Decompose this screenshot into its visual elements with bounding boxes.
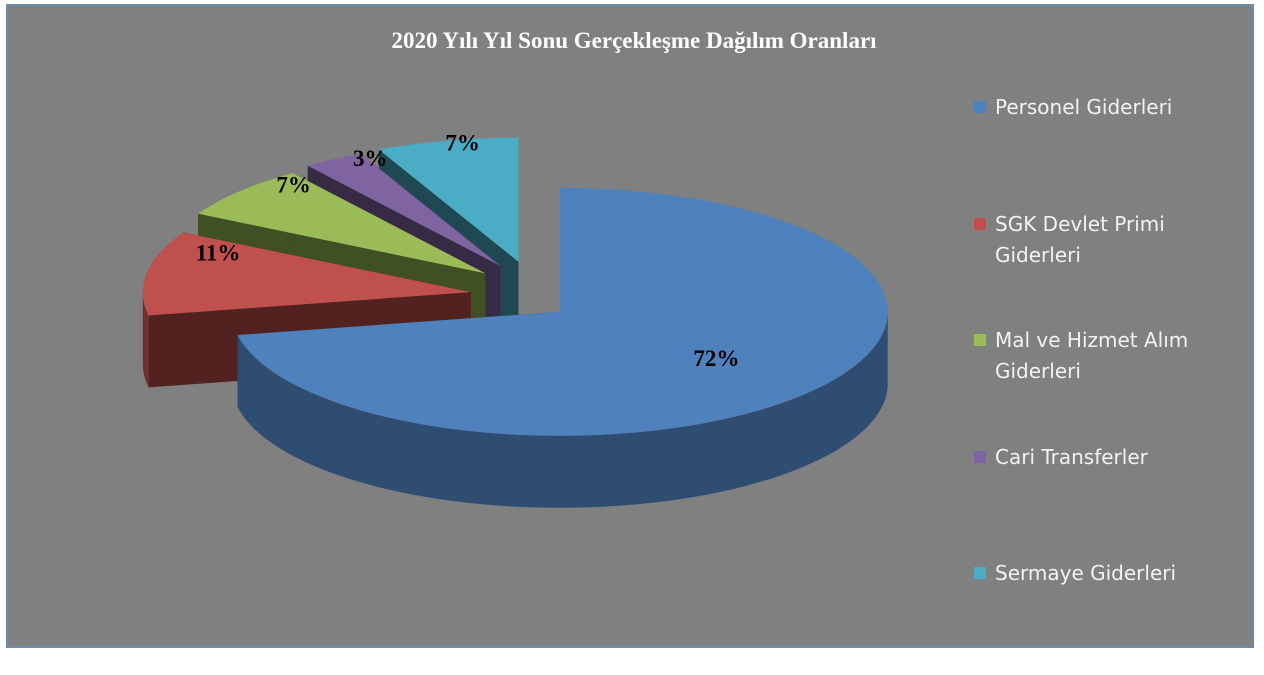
legend: Personel Giderleri SGK Devlet Primi Gider… (974, 92, 1234, 675)
legend-label: Cari Transferler (995, 444, 1148, 469)
legend-item: Cari Transferler (974, 442, 1234, 559)
chart-panel: 2020 Yılı Yıl Sonu Gerçekleşme Dağılım O… (6, 4, 1254, 648)
legend-label: Mal ve Hizmet Alım Giderleri (995, 328, 1189, 383)
slice-top (142, 232, 471, 316)
legend-swatch (974, 567, 986, 579)
legend-item: Personel Giderleri (974, 92, 1234, 209)
legend-swatch (974, 334, 986, 346)
slice-top (198, 173, 486, 274)
legend-item: SGK Devlet Primi Giderleri (974, 209, 1234, 326)
value-label: 3% (353, 146, 388, 171)
legend-label: SGK Devlet Primi Giderleri (995, 211, 1165, 267)
slice (237, 187, 888, 508)
legend-swatch (974, 101, 986, 113)
slice-wall (142, 292, 149, 388)
legend-item: Sermaye Giderleri (974, 558, 1234, 675)
legend-swatch (974, 450, 986, 463)
value-label: 72% (693, 346, 739, 371)
chart-title: 2020 Yılı Yıl Sonu Gerçekleşme Dağılım O… (391, 28, 877, 53)
slice-wall (237, 311, 888, 508)
slice-top (307, 153, 501, 266)
chart: 2020 Yılı Yıl Sonu Gerçekleşme Dağılım O… (142, 28, 888, 508)
value-label: 7% (445, 131, 480, 156)
value-label: 11% (196, 240, 241, 265)
value-label: 7% (276, 173, 311, 198)
legend-label: Sermaye Giderleri (995, 561, 1177, 585)
value-labels: 72% 11% 7% 3% 7% (196, 131, 740, 371)
legend-item: Mal ve Hizmet Alım Giderleri (974, 325, 1234, 442)
slice-top (237, 187, 888, 436)
legend-swatch (974, 217, 986, 230)
slice-top (378, 137, 519, 262)
legend-label: Personel Giderleri (995, 95, 1173, 119)
pie (142, 137, 888, 508)
